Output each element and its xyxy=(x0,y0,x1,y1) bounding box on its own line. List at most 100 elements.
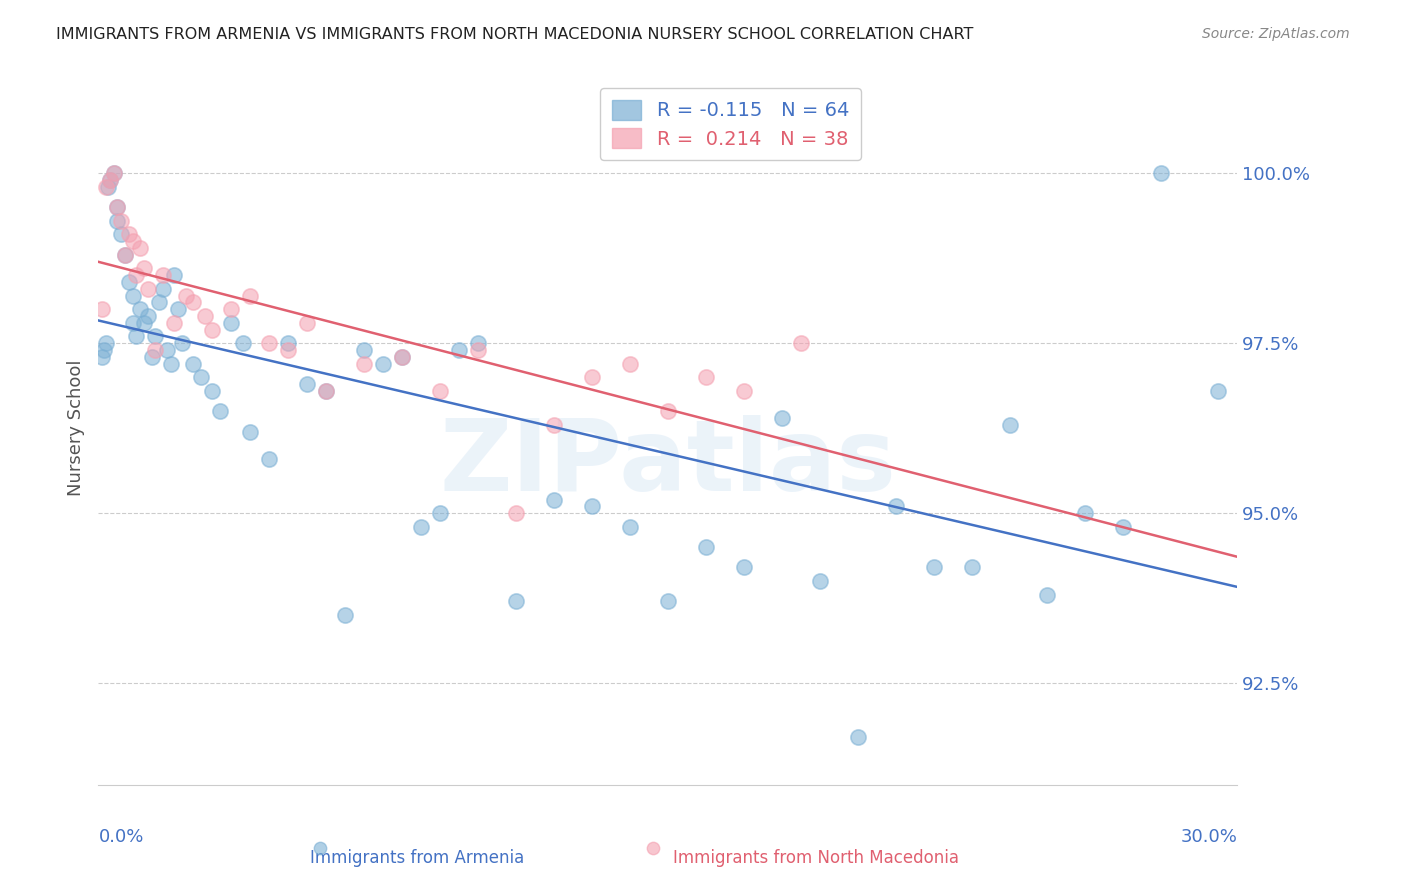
Text: 0.0%: 0.0% xyxy=(98,828,143,846)
Point xyxy=(129,241,152,255)
Point xyxy=(221,316,243,330)
Point xyxy=(505,594,527,608)
Point xyxy=(208,404,231,418)
Point xyxy=(960,560,983,574)
Point xyxy=(107,214,129,228)
Point xyxy=(371,357,394,371)
Point xyxy=(145,329,167,343)
Point xyxy=(201,323,224,337)
Text: Immigrants from North Macedonia: Immigrants from North Macedonia xyxy=(673,849,959,867)
Point xyxy=(167,302,190,317)
Point xyxy=(733,384,755,398)
Point xyxy=(770,411,793,425)
Point xyxy=(353,343,375,357)
Point xyxy=(335,608,357,623)
Point xyxy=(922,560,945,574)
Point xyxy=(1150,166,1173,180)
Point xyxy=(156,343,179,357)
Point xyxy=(118,275,141,289)
Point xyxy=(315,384,337,398)
Point xyxy=(107,200,129,214)
Point xyxy=(141,350,163,364)
Point xyxy=(163,268,186,283)
Point xyxy=(201,384,224,398)
Point xyxy=(121,316,143,330)
Point xyxy=(277,336,299,351)
Point xyxy=(136,309,159,323)
Point xyxy=(221,302,243,317)
Point xyxy=(695,540,717,554)
Point xyxy=(121,234,143,248)
Point xyxy=(790,336,813,351)
Point xyxy=(239,425,262,439)
Point xyxy=(125,268,148,283)
Point xyxy=(232,336,254,351)
Point xyxy=(152,268,174,283)
Point xyxy=(183,357,205,371)
Point xyxy=(391,350,413,364)
Point xyxy=(619,357,641,371)
Point xyxy=(297,376,319,391)
Point xyxy=(132,316,155,330)
Point xyxy=(110,214,132,228)
Point xyxy=(581,500,603,514)
Point xyxy=(118,227,141,242)
Point xyxy=(114,248,136,262)
Point xyxy=(152,282,174,296)
Point xyxy=(657,404,679,418)
Point xyxy=(429,384,451,398)
Point xyxy=(194,309,217,323)
Point xyxy=(353,357,375,371)
Point xyxy=(94,336,117,351)
Point xyxy=(543,417,565,432)
Point xyxy=(846,731,869,745)
Point xyxy=(447,343,470,357)
Point xyxy=(808,574,831,588)
Y-axis label: Nursery School: Nursery School xyxy=(66,359,84,497)
Point xyxy=(733,560,755,574)
Text: IMMIGRANTS FROM ARMENIA VS IMMIGRANTS FROM NORTH MACEDONIA NURSERY SCHOOL CORREL: IMMIGRANTS FROM ARMENIA VS IMMIGRANTS FR… xyxy=(56,27,973,42)
Point xyxy=(103,166,125,180)
Point xyxy=(619,519,641,533)
Point xyxy=(183,295,205,310)
Point xyxy=(1074,506,1097,520)
Point xyxy=(91,350,114,364)
Point xyxy=(581,370,603,384)
Point xyxy=(114,248,136,262)
Point xyxy=(1036,588,1059,602)
Point xyxy=(297,316,319,330)
Point xyxy=(998,417,1021,432)
Point xyxy=(467,343,489,357)
Point xyxy=(277,343,299,357)
Point xyxy=(136,282,159,296)
Point xyxy=(98,173,121,187)
Point xyxy=(129,302,152,317)
Point xyxy=(315,384,337,398)
Point xyxy=(884,500,907,514)
Text: ZIPatlas: ZIPatlas xyxy=(440,416,896,512)
Point xyxy=(98,173,121,187)
Point xyxy=(125,329,148,343)
Point xyxy=(695,370,717,384)
Text: Immigrants from Armenia: Immigrants from Armenia xyxy=(311,849,524,867)
Point xyxy=(91,302,114,317)
Point xyxy=(148,295,170,310)
Point xyxy=(163,316,186,330)
Point xyxy=(657,594,679,608)
Point xyxy=(259,336,281,351)
Text: 30.0%: 30.0% xyxy=(1181,828,1237,846)
Point xyxy=(132,261,155,276)
Point xyxy=(505,506,527,520)
Point xyxy=(110,227,132,242)
Text: Source: ZipAtlas.com: Source: ZipAtlas.com xyxy=(1202,27,1350,41)
Point xyxy=(174,288,197,302)
Point xyxy=(239,288,262,302)
Point xyxy=(103,166,125,180)
Point xyxy=(159,357,181,371)
Point xyxy=(411,519,433,533)
Point xyxy=(467,336,489,351)
Point xyxy=(1208,384,1230,398)
Point xyxy=(190,370,212,384)
Point xyxy=(259,451,281,466)
Point xyxy=(543,492,565,507)
